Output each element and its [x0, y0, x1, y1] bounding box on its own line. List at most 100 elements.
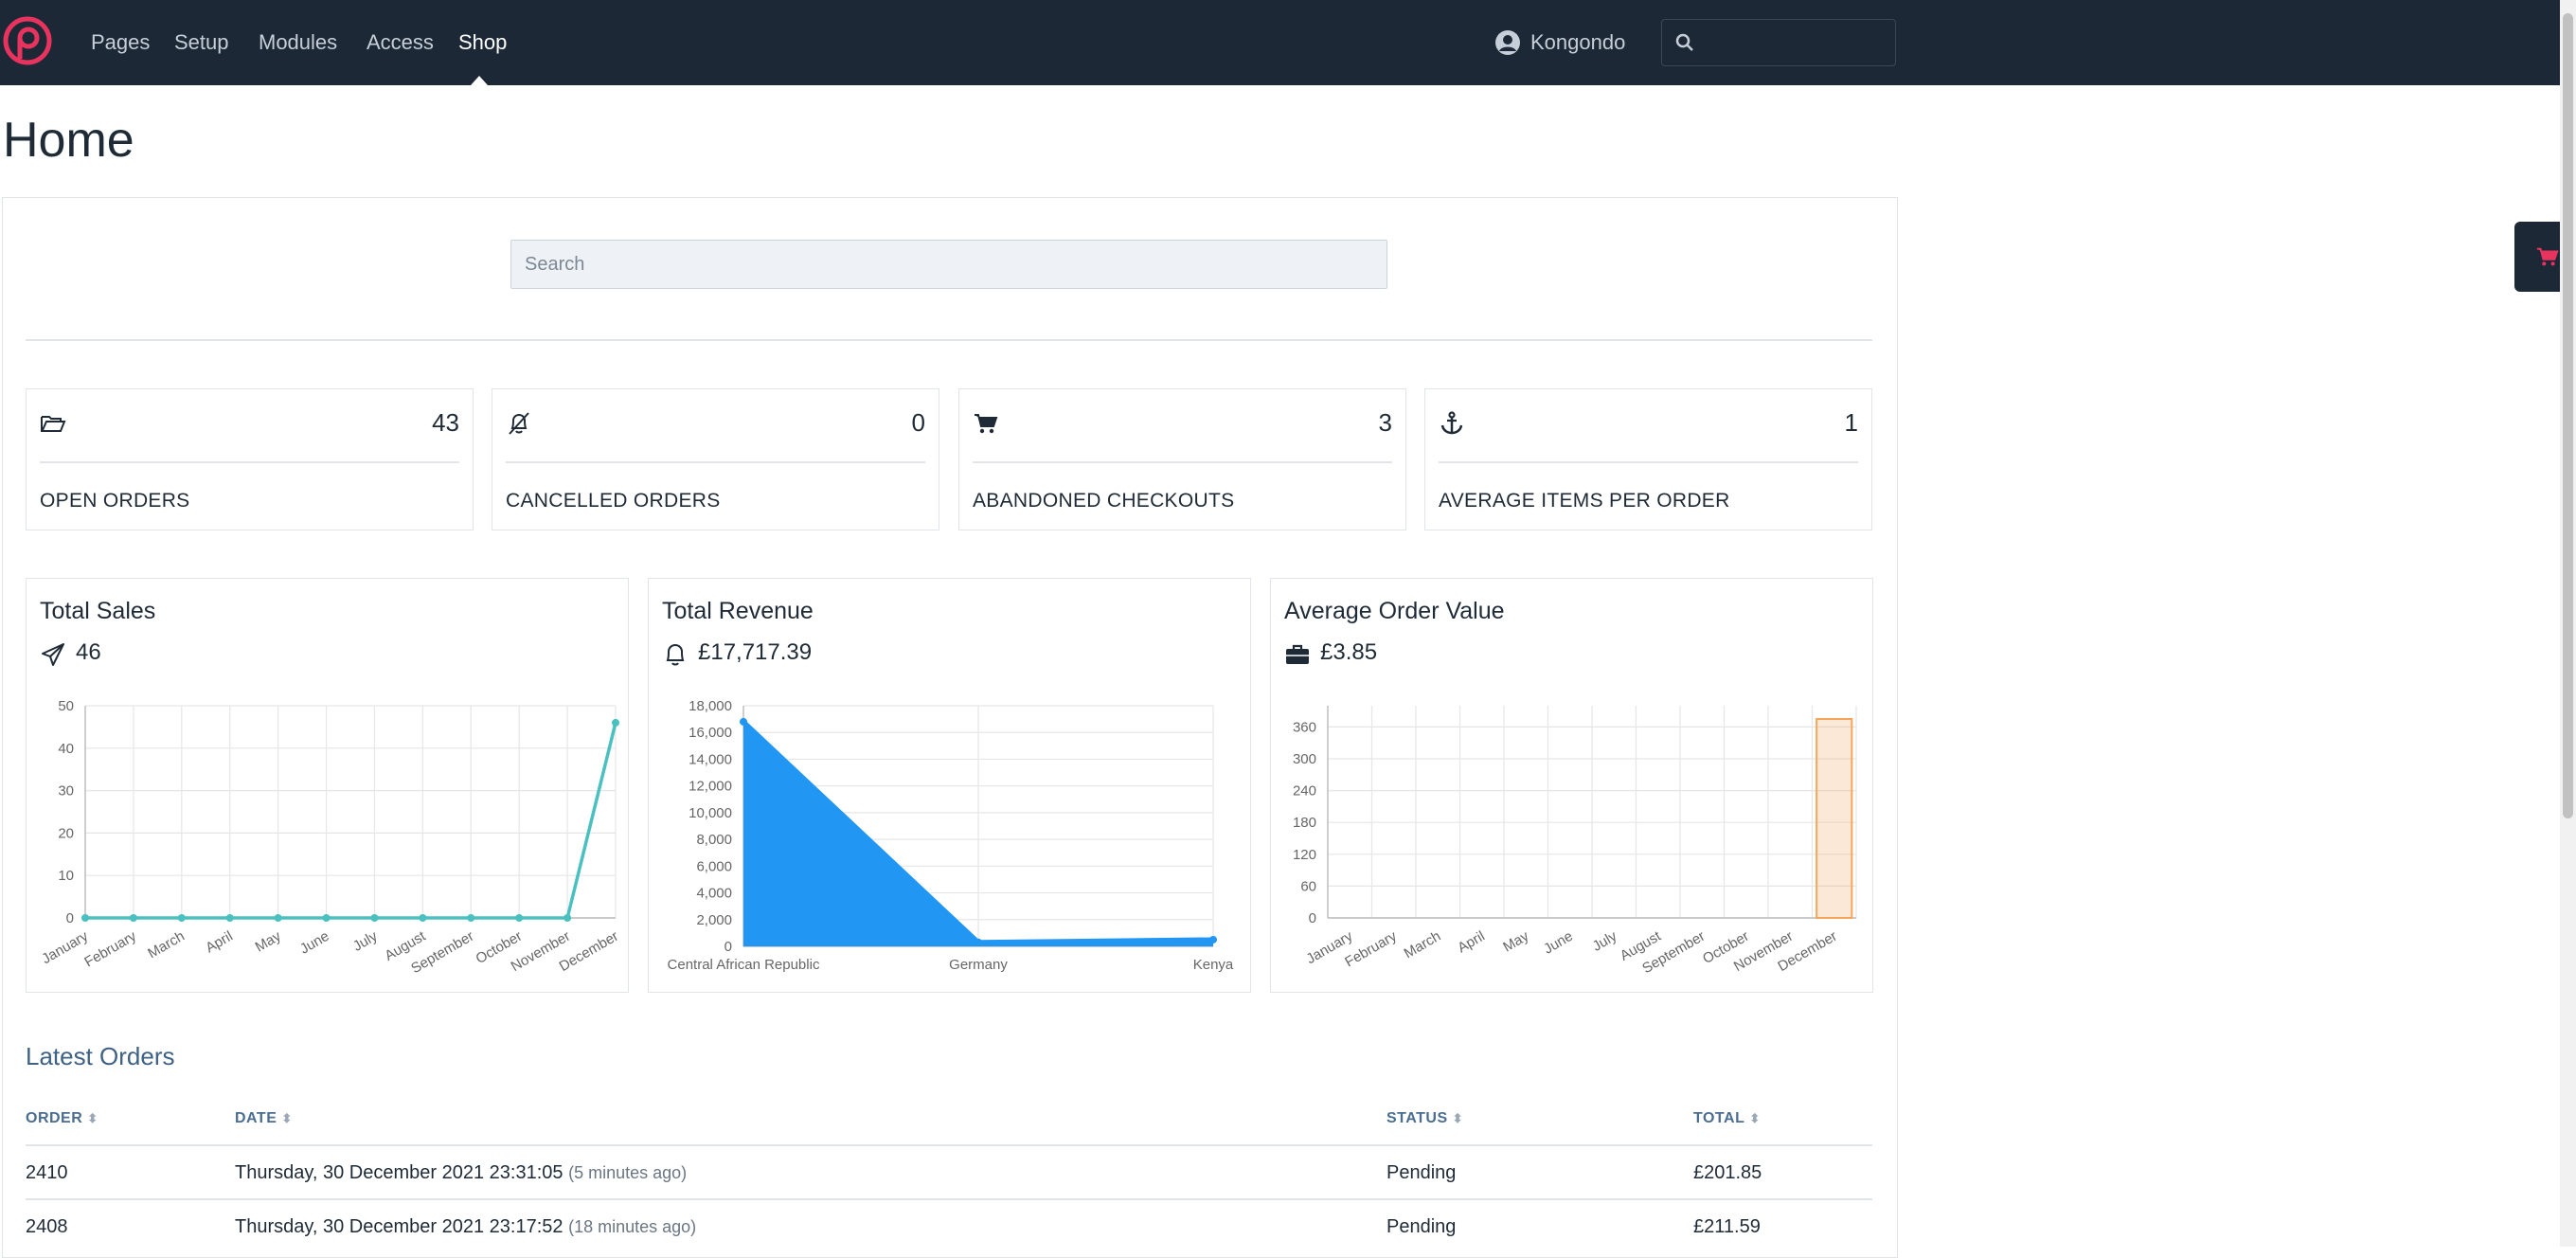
card-title: Total Sales: [40, 598, 156, 624]
card-title: Total Revenue: [662, 598, 814, 624]
stat-label: OPEN ORDERS: [40, 490, 190, 512]
column-header-label: ORDER: [26, 1110, 83, 1126]
order-date-text: Thursday, 30 December 2021 23:31:05: [235, 1162, 564, 1183]
data-point: [370, 914, 379, 922]
y-tick-label: 60: [1300, 878, 1316, 894]
data-point: [1209, 935, 1217, 944]
y-tick-label: 0: [1309, 910, 1316, 926]
active-nav-caret: [471, 76, 488, 85]
column-header-label: TOTAL: [1693, 1110, 1745, 1126]
y-tick-label: 120: [1293, 847, 1316, 863]
data-point: [612, 718, 619, 727]
column-header-order[interactable]: ORDER ⬍: [26, 1110, 98, 1127]
data-point: [129, 914, 137, 922]
y-tick-label: 12,000: [689, 779, 732, 795]
x-tick-label: Germany: [949, 957, 1008, 973]
latest-orders-title: Latest Orders: [26, 1042, 175, 1070]
x-tick-label: June: [1541, 928, 1576, 958]
x-tick-label: April: [203, 928, 235, 957]
series-line: [85, 722, 617, 920]
y-tick-label: 20: [58, 825, 74, 841]
data-point: [467, 914, 475, 922]
y-tick-label: 30: [58, 783, 74, 800]
bell-icon: [666, 643, 685, 666]
order-date-text: Thursday, 30 December 2021 23:17:52: [235, 1216, 564, 1237]
top-search-input[interactable]: [1661, 19, 1896, 66]
bell-slash-icon: [509, 412, 529, 435]
data-point: [274, 914, 282, 922]
chart-card-average-order-value: Average Order Value £3.85 0 60 120 180 240 30…: [1270, 578, 1873, 993]
column-header-status[interactable]: STATUS ⬍: [1386, 1110, 1463, 1127]
nav-item-setup[interactable]: Setup: [174, 30, 229, 54]
y-tick-label: 8,000: [696, 832, 732, 848]
order-number-link[interactable]: 2410: [26, 1162, 68, 1183]
y-tick-label: 10,000: [689, 805, 732, 821]
stat-label: CANCELLED ORDERS: [506, 490, 721, 512]
order-date: Thursday, 30 December 2021 23:17:52 (18 …: [235, 1216, 696, 1238]
x-tick-label: Kenya: [1193, 957, 1234, 973]
x-tick-label: April: [1455, 928, 1487, 957]
order-total: £201.85: [1693, 1162, 1762, 1183]
total-revenue-area-chart: 0 2,000 4,000 6,000 8,000 10,000 12,000 14,000 1…: [668, 698, 1234, 973]
sort-icon: ⬍: [281, 1111, 293, 1125]
page-title: Home: [3, 113, 134, 168]
user-name: Kongondo: [1530, 30, 1626, 54]
stat-card-average-items[interactable]: 1 AVERAGE ITEMS PER ORDER: [1424, 388, 1872, 530]
stat-card-abandoned-checkouts[interactable]: 3 ABANDONED CHECKOUTS: [958, 388, 1406, 530]
nav-item-shop[interactable]: Shop: [458, 30, 508, 54]
card-value: £17,717.39: [698, 639, 813, 665]
data-point: [515, 914, 524, 922]
anchor-icon: [1440, 411, 1463, 435]
x-tick-label: March: [1402, 928, 1444, 962]
user-circle-icon: [1495, 30, 1520, 55]
cart-icon: [2536, 247, 2559, 266]
stat-divider: [973, 461, 1392, 463]
data-bar: [1816, 718, 1853, 919]
card-value: £3.85: [1320, 639, 1378, 665]
x-tick-label: May: [1500, 927, 1531, 955]
briefcase-icon: [1286, 644, 1309, 664]
order-status: Pending: [1386, 1162, 1457, 1183]
column-header-label: DATE: [235, 1110, 277, 1126]
order-date-relative: (18 minutes ago): [568, 1217, 697, 1236]
stat-card-open-orders[interactable]: 43 OPEN ORDERS: [26, 388, 474, 530]
order-number-link[interactable]: 2408: [26, 1216, 68, 1237]
sort-icon: ⬍: [1452, 1111, 1464, 1125]
data-point: [740, 717, 747, 726]
column-header-total[interactable]: TOTAL ⬍: [1693, 1110, 1761, 1127]
y-tick-label: 300: [1293, 751, 1316, 767]
y-tick-label: 18,000: [689, 698, 732, 714]
stat-card-cancelled-orders[interactable]: 0 CANCELLED ORDERS: [492, 388, 939, 530]
chart-card-total-revenue: Total Revenue £17,717.39 0 2,000 4,000 6,00…: [648, 578, 1251, 993]
y-tick-label: 180: [1293, 815, 1316, 831]
y-tick-label: 14,000: [689, 751, 732, 767]
y-tick-label: 40: [58, 741, 74, 757]
column-header-label: STATUS: [1386, 1110, 1448, 1126]
processwire-logo-icon[interactable]: [2, 15, 53, 66]
scrollbar-thumb[interactable]: [2563, 13, 2573, 818]
stat-divider: [40, 461, 459, 463]
dashboard-search-input[interactable]: [510, 240, 1387, 289]
y-tick-label: 240: [1293, 783, 1316, 800]
divider: [26, 339, 1872, 341]
folder-open-icon: [41, 416, 66, 432]
data-point: [81, 914, 89, 922]
column-header-date[interactable]: DATE ⬍: [235, 1110, 293, 1127]
x-tick-label: June: [297, 928, 332, 958]
y-tick-label: 50: [58, 698, 74, 714]
nav-item-pages[interactable]: Pages: [91, 30, 151, 54]
order-date-relative: (5 minutes ago): [568, 1163, 688, 1182]
table-divider: [26, 1144, 1872, 1146]
table-divider: [26, 1198, 1872, 1200]
nav-item-access[interactable]: Access: [367, 30, 434, 54]
y-tick-label: 2,000: [696, 912, 732, 928]
order-total: £211.59: [1693, 1216, 1761, 1237]
stat-divider: [506, 461, 925, 463]
top-navbar: Pages Setup Modules Access Shop Kongondo: [0, 0, 2576, 85]
stat-value: 1: [1844, 408, 1858, 437]
nav-item-modules[interactable]: Modules: [259, 30, 338, 54]
x-tick-label: March: [145, 928, 188, 962]
y-tick-label: 360: [1293, 719, 1316, 735]
